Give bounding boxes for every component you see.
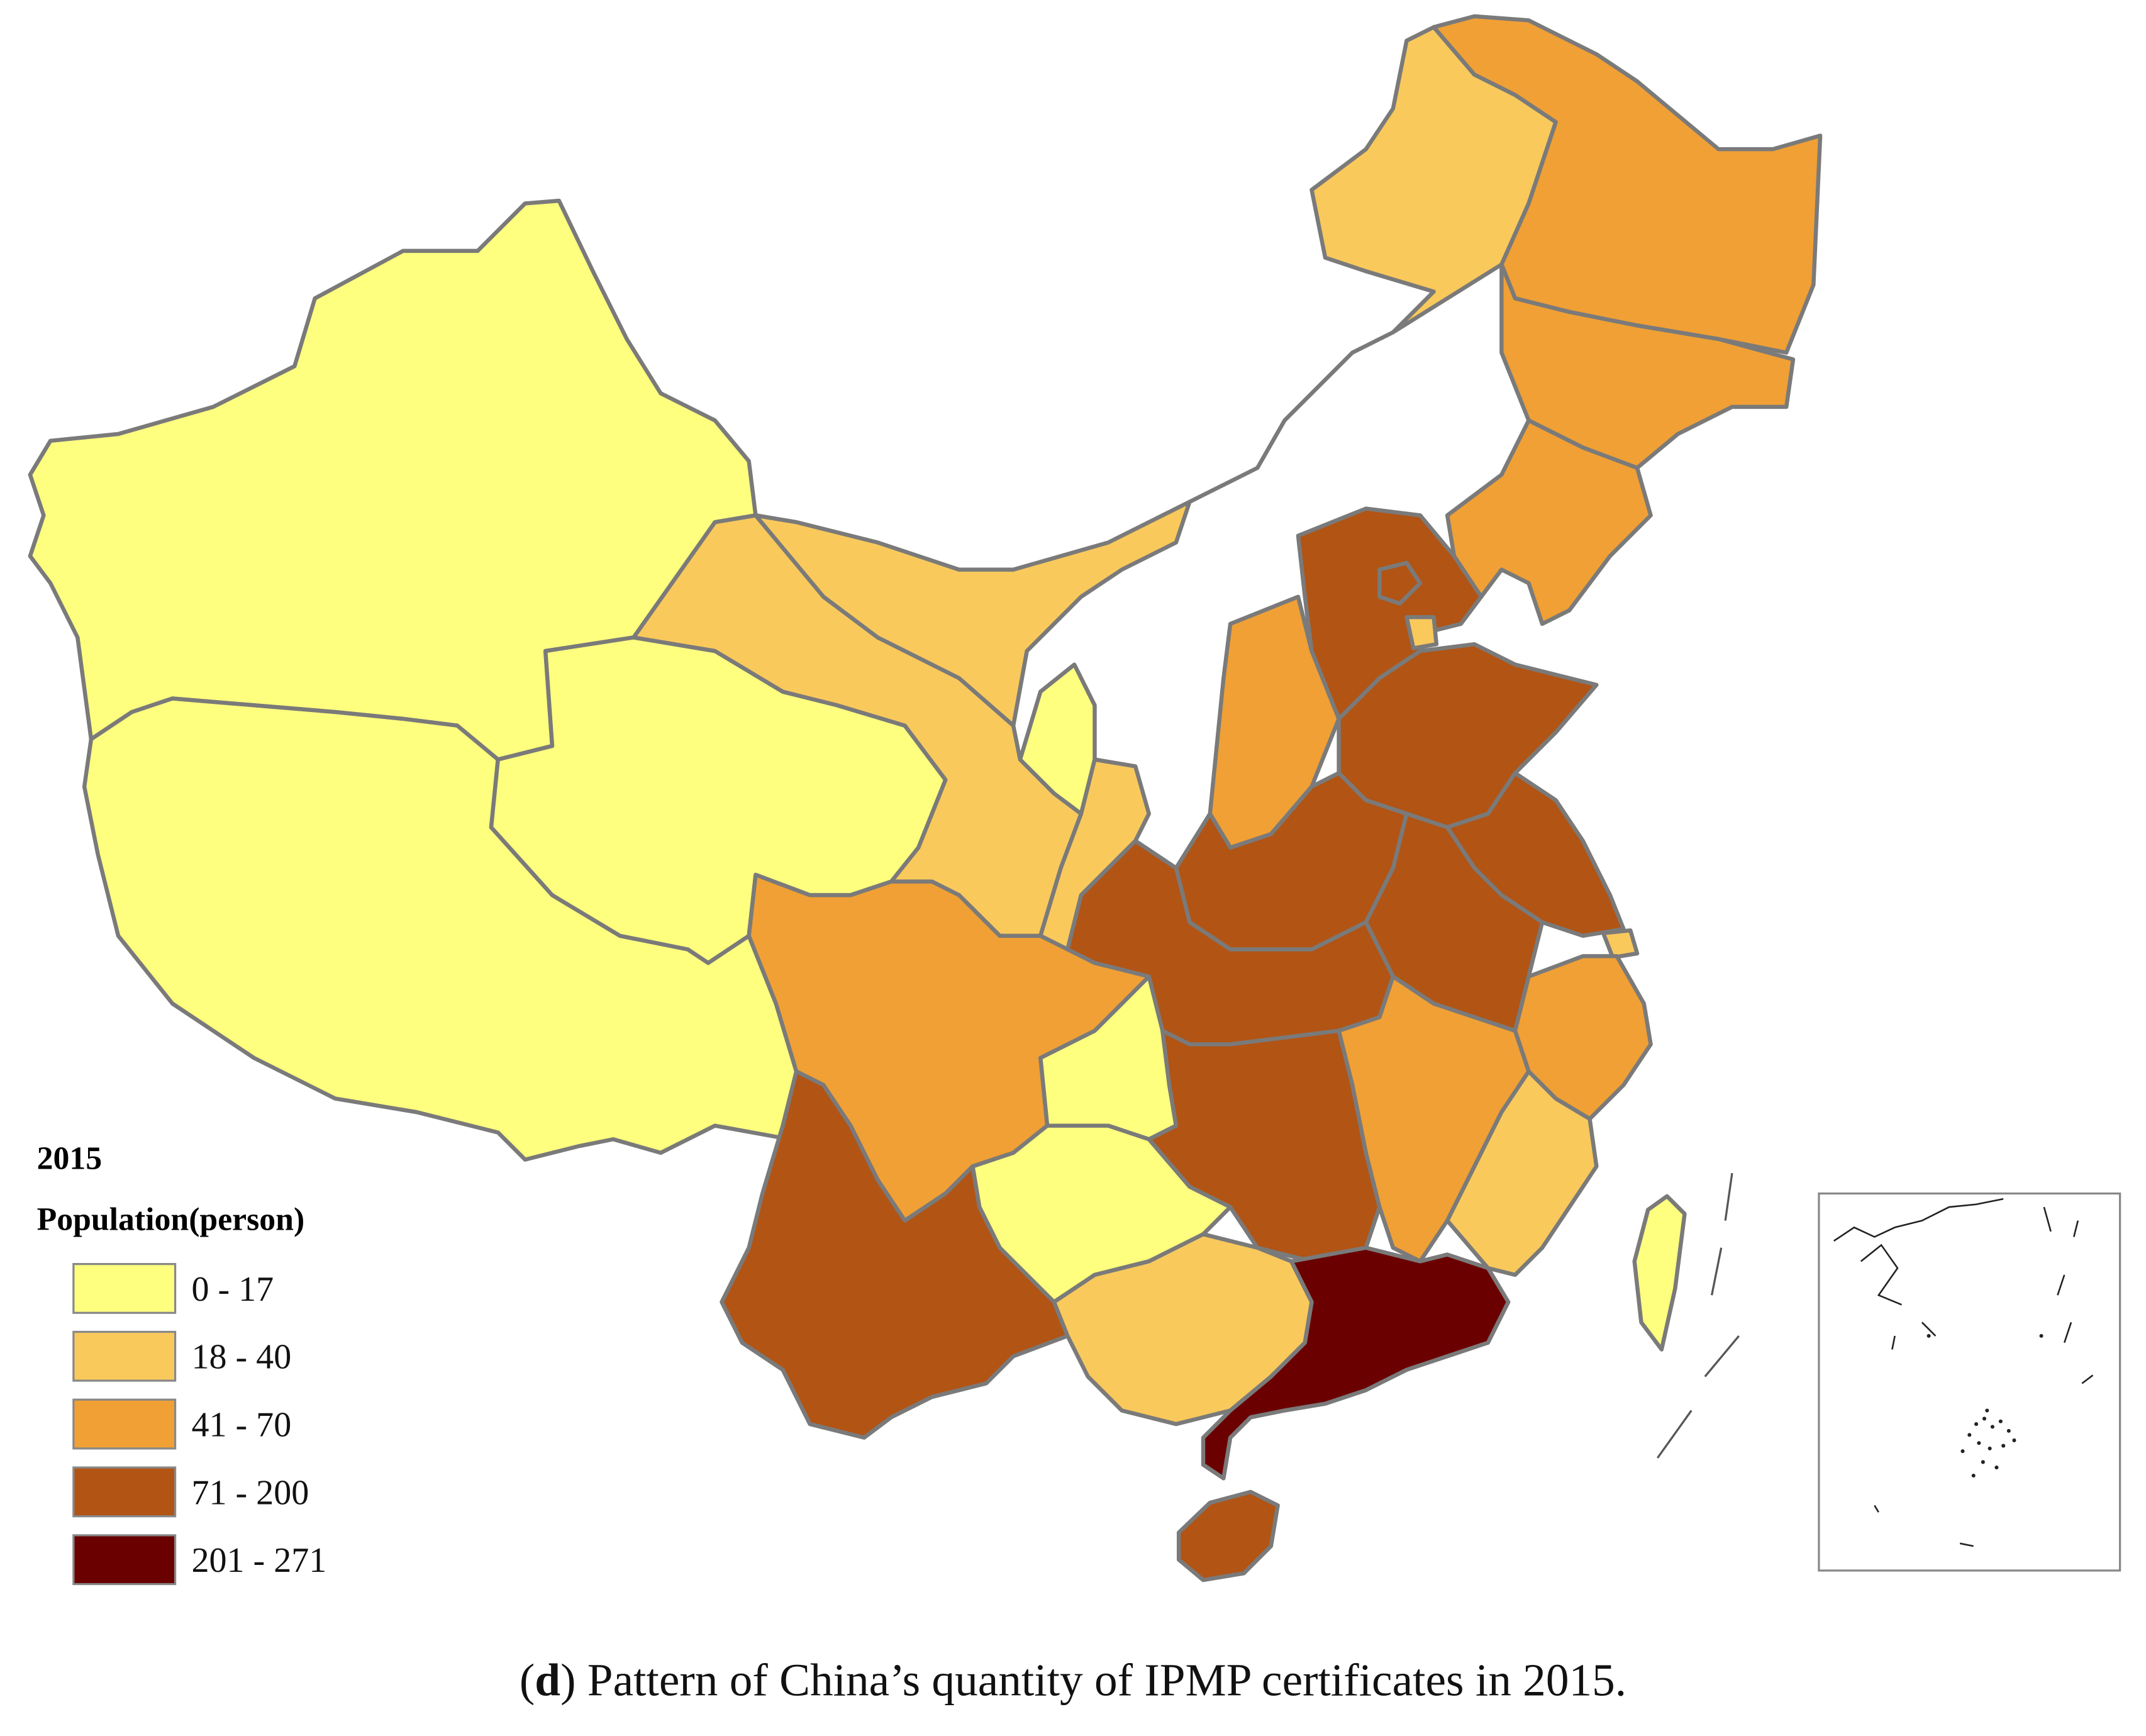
legend-swatch-4 [72, 1466, 177, 1518]
legend-title: Population(person) [37, 1202, 305, 1238]
legend-year: 2015 [37, 1141, 103, 1177]
region-taiwan [1632, 1194, 1687, 1352]
region-ningxia [1018, 662, 1097, 816]
legend-label-1: 0 - 17 [191, 1270, 274, 1309]
region-hainan [1176, 1489, 1280, 1583]
region-guangdong [1201, 1245, 1511, 1481]
legend: 2015 Population(person) 0 - 17 18 - 40 41 … [37, 1141, 326, 1586]
caption-text: Pattern of China’s quantity of IPMP cert… [575, 1654, 1626, 1705]
south-china-sea-inset [1818, 1192, 2121, 1572]
legend-swatch-5 [72, 1534, 177, 1586]
region-beijing [1377, 560, 1423, 606]
sea-boundary-lines [1657, 1172, 1740, 1459]
legend-swatch-3 [72, 1398, 177, 1450]
region-inner-mongolia [753, 25, 1558, 728]
region-liaoning [1445, 418, 1653, 626]
province-layer [28, 14, 1823, 1583]
region-heilongjiang [1432, 14, 1823, 355]
legend-label-4: 71 - 200 [191, 1473, 309, 1512]
legend-swatch-1 [72, 1263, 177, 1314]
legend-swatch-2 [72, 1330, 177, 1382]
legend-items: 0 - 17 18 - 40 41 - 70 71 - 200 201 - 271 [72, 1263, 326, 1586]
caption-letter: d [535, 1654, 560, 1705]
region-yunnan [720, 1069, 1070, 1440]
region-fujian [1445, 1069, 1599, 1277]
region-tianjin [1404, 615, 1439, 650]
region-shanghai [1601, 928, 1640, 960]
legend-label-3: 41 - 70 [191, 1405, 291, 1444]
figure-caption: (d) Pattern of China’s quantity of IPMP … [520, 1654, 1626, 1705]
legend-label-5: 201 - 271 [191, 1541, 326, 1580]
legend-label-2: 18 - 40 [191, 1338, 291, 1377]
